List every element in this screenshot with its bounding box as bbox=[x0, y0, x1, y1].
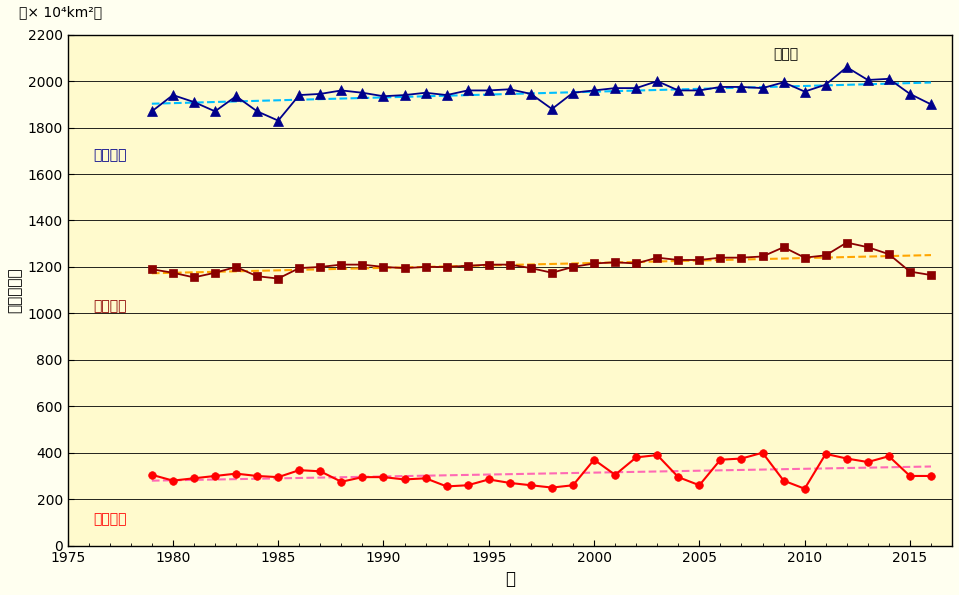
Text: 南極域: 南極域 bbox=[773, 48, 798, 61]
Text: 年平均値: 年平均値 bbox=[93, 299, 127, 314]
X-axis label: 年: 年 bbox=[504, 570, 515, 588]
Y-axis label: 海氷域面積: 海氷域面積 bbox=[7, 267, 22, 313]
Text: 年最大値: 年最大値 bbox=[93, 149, 127, 162]
Text: （× 10⁴km²）: （× 10⁴km²） bbox=[19, 5, 102, 20]
Text: 年最小値: 年最小値 bbox=[93, 512, 127, 526]
